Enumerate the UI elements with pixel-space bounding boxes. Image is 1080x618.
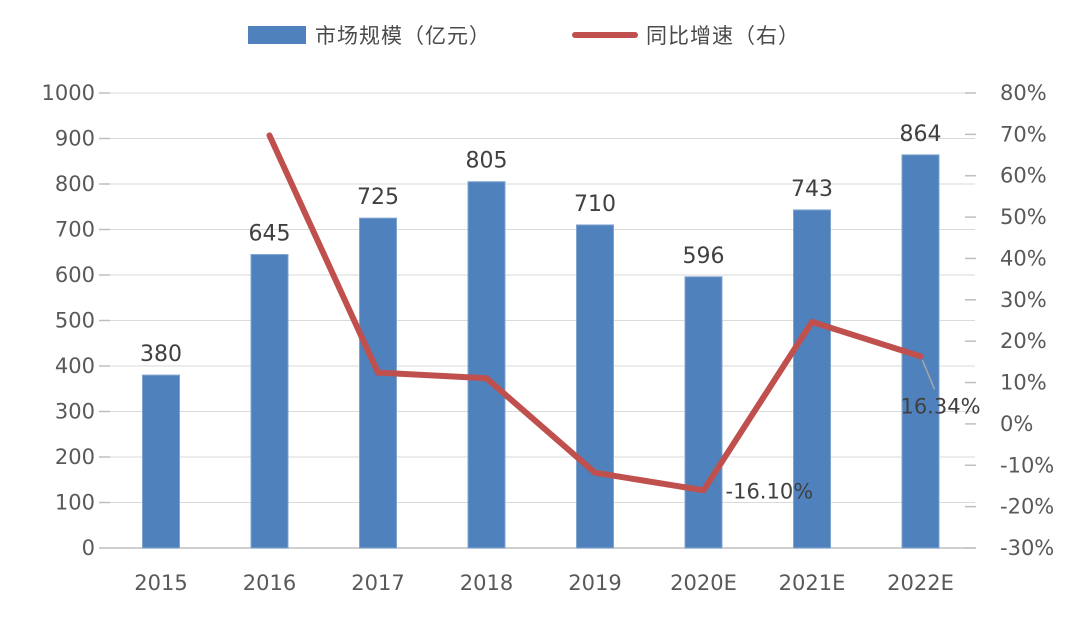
bar-2016[interactable]	[250, 254, 289, 549]
right-axis-tick-label: 20%	[1000, 329, 1047, 353]
line-series-swatch-icon	[572, 32, 638, 38]
left-axis-tick-label: 800	[55, 172, 95, 196]
right-axis-tick-label: 60%	[1000, 164, 1047, 188]
annotation-leader-line	[921, 360, 936, 390]
x-axis-category-label: 2019	[568, 571, 621, 595]
legend-label-growth-rate: 同比增速（右）	[646, 24, 800, 48]
right-axis-tick-label: -10%	[1000, 453, 1054, 477]
right-axis-tick-label: 80%	[1000, 81, 1047, 105]
right-axis-tick-label: 40%	[1000, 246, 1047, 270]
growth-rate-line[interactable]	[266, 132, 924, 494]
left-axis-tick-label: 0	[82, 536, 95, 560]
bar-2021E[interactable]	[793, 209, 831, 549]
x-axis-category-label: 2016	[243, 571, 296, 595]
left-axis-tick-label: 600	[55, 263, 95, 287]
bar-2018[interactable]	[467, 181, 506, 549]
legend-label-market-size: 市场规模（亿元）	[315, 24, 491, 48]
right-axis-tick-label: 70%	[1000, 122, 1047, 146]
line-point-annotation: 16.34%	[900, 394, 980, 418]
x-axis-category-label: 2022E	[887, 571, 954, 595]
left-axis-tick-label: 700	[55, 218, 95, 242]
left-axis-tick-label: 300	[55, 400, 95, 424]
x-axis-category-label: 2015	[134, 571, 187, 595]
left-axis-tick-label: 900	[55, 127, 95, 151]
bar-2019[interactable]	[576, 224, 614, 549]
left-axis-tick-label: 200	[55, 445, 95, 469]
right-axis-tick-label: 0%	[1000, 412, 1033, 436]
x-axis-category-label: 2018	[460, 571, 513, 595]
bar-value-label: 743	[791, 177, 833, 202]
legend-item-growth-rate[interactable]: 同比增速（右）	[572, 16, 800, 54]
x-axis-category-label: 2020E	[670, 571, 737, 595]
bar-2020E[interactable]	[684, 276, 723, 549]
right-axis-tick-label: -20%	[1000, 495, 1054, 519]
bar-series-swatch-icon	[248, 26, 306, 44]
left-axis-tick-label: 400	[55, 354, 95, 378]
bar-value-label: 380	[140, 342, 182, 367]
right-axis-tick-label: 10%	[1000, 371, 1047, 395]
bar-value-label: 645	[249, 222, 291, 247]
bar-value-label: 596	[683, 244, 725, 269]
line-point-annotation: -16.10%	[726, 479, 814, 503]
left-axis-tick-label: 1000	[42, 81, 95, 105]
right-axis-tick-label: -30%	[1000, 536, 1054, 560]
right-axis-tick-label: 50%	[1000, 205, 1047, 229]
x-axis-category-label: 2017	[351, 571, 404, 595]
bar-value-label: 725	[357, 185, 399, 210]
left-axis-tick-label: 100	[55, 491, 95, 515]
x-axis-category-label: 2021E	[779, 571, 846, 595]
left-axis-tick-label: 500	[55, 309, 95, 333]
bar-2015[interactable]	[142, 374, 180, 549]
right-axis-tick-label: 30%	[1000, 288, 1047, 312]
bar-value-label: 864	[900, 122, 942, 147]
bar-2017[interactable]	[359, 217, 397, 549]
bar-value-label: 710	[574, 192, 616, 217]
bar-value-label: 805	[466, 149, 508, 174]
chart-legend: 市场规模（亿元） 同比增速（右）	[0, 16, 1080, 54]
legend-item-market-size[interactable]: 市场规模（亿元）	[248, 16, 491, 54]
